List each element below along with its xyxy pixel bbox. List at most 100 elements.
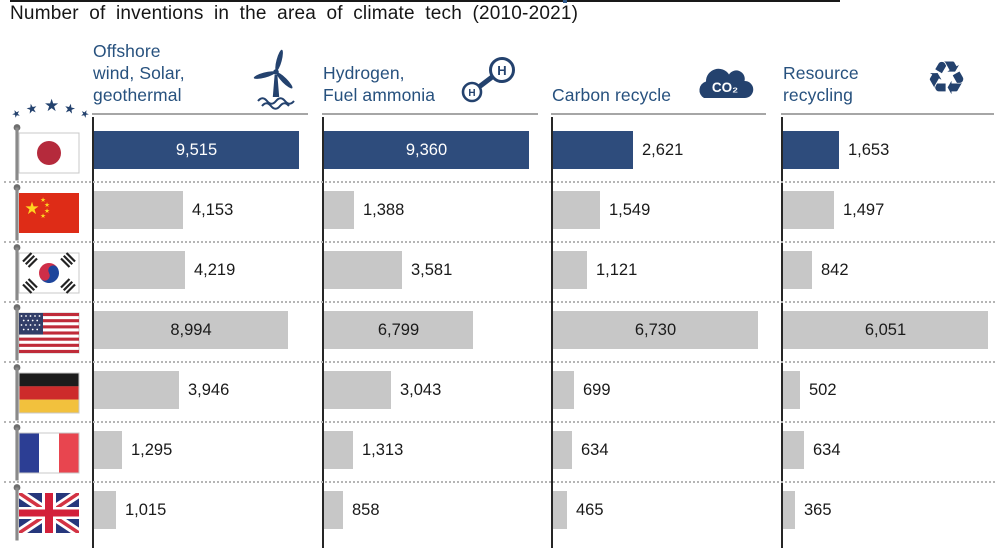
bar-value: 2,621 [642,141,684,159]
header-carbon-recycle: Carbon recycle [552,85,672,105]
header-resource-recycling: Resource recycling [783,63,859,105]
bar-value: 6,051 [864,321,907,339]
bar [94,131,299,169]
flag-china-icon: ★ ★ ★ ★ ★ [13,184,79,241]
chart-title: Number of inventions in the area of clim… [10,3,579,24]
flag-japan-icon [13,124,80,181]
column-offshore-wind-solar-geothermal: 9,515 4,153 4,219 8,994 3,946 1,295 1,01… [94,121,310,541]
bar-france-offshore: 1,295 [94,421,310,481]
bar [324,371,391,409]
bar [553,191,600,229]
header-underline [92,113,308,115]
flag-south-korea-icon [13,244,80,301]
bar-uk-carbon: 465 [553,481,769,541]
row-separator [4,241,995,243]
row-separator [4,181,995,183]
header-offshore-wind-solar-geothermal: Offshore wind, Solar, geothermal [93,41,185,105]
header-underline [322,113,538,115]
star-icon: ★ [78,107,91,122]
bar-france-resource: 634 [783,421,999,481]
bar-germany-carbon: 699 [553,361,769,421]
bar [94,491,116,529]
bar [94,251,185,289]
bar-value: 634 [813,441,841,459]
bar-china-resource: 1,497 [783,181,999,241]
bar-value: 1,549 [609,201,651,219]
bar-usa-hydrogen: 6,799 [324,301,540,361]
bar-value: 502 [809,381,837,399]
h-atom-small-label: H [468,88,475,99]
bar [553,491,567,529]
bar [324,431,353,469]
bar [94,371,179,409]
bar-japan-carbon: 2,621 [553,121,769,181]
bar-germany-hydrogen: 3,043 [324,361,540,421]
bar-value: 842 [821,261,849,279]
column-axis [322,117,324,548]
bar [783,191,834,229]
column-carbon-recycle: 2,621 1,549 1,121 6,730 699 634 465 [553,121,769,541]
bar-value: 1,015 [125,501,167,519]
bar-value: 3,581 [411,261,453,279]
rank-stars-decoration: ★ ★ ★ ★ ★ [4,96,91,122]
bar-value: 4,153 [192,201,234,219]
bar [553,311,758,349]
svg-text:★: ★ [40,196,46,204]
row-separator [4,301,995,303]
bar-value: 8,994 [170,321,212,339]
bar-usa-offshore: 8,994 [94,301,310,361]
bar-japan-resource: 1,653 [783,121,999,181]
row-separator [4,361,995,363]
row-separator [4,421,995,423]
bar-uk-resource: 365 [783,481,999,541]
bar-china-offshore: 4,153 [94,181,310,241]
bar [783,131,839,169]
bar-value: 6,730 [634,321,677,339]
bar-south-korea-resource: 842 [783,241,999,301]
bar-value: 858 [352,501,380,519]
bar-value: 9,360 [405,141,448,159]
co2-label: CO₂ [712,80,738,95]
column-axis [551,117,553,548]
column-axis [92,117,94,548]
bar-france-carbon: 634 [553,421,769,481]
header-hydrogen-fuel-ammonia: Hydrogen, Fuel ammonia [323,63,436,105]
header-underline [551,113,766,115]
bar-value: 4,219 [194,261,236,279]
wind-turbine-icon [253,49,295,110]
star-icon: ★ [24,99,39,118]
bar [553,251,587,289]
bar [324,491,343,529]
bar [324,191,354,229]
bar-value: 1,295 [131,441,173,459]
row-separator [4,481,995,483]
bar-value: 699 [583,381,611,399]
bar-germany-offshore: 3,946 [94,361,310,421]
flag-germany-icon [13,364,80,421]
bar-value: 1,497 [843,201,885,219]
header-underline [781,113,994,115]
bar-germany-resource: 502 [783,361,999,421]
bar-south-korea-hydrogen: 3,581 [324,241,540,301]
top-crop-line [10,0,840,2]
svg-text:★: ★ [44,201,50,209]
svg-text:★: ★ [40,212,46,220]
column-hydrogen-fuel-ammonia: 9,360 1,388 3,581 6,799 3,043 1,313 858 [324,121,540,541]
star-icon: ★ [44,96,60,115]
h-atom-large-label: H [497,63,506,78]
svg-text:★: ★ [44,207,50,215]
bar-japan-hydrogen: 9,360 [324,121,540,181]
bar [324,311,473,349]
bar-south-korea-carbon: 1,121 [553,241,769,301]
flag-uk-icon [13,484,79,541]
column-resource-recycling: 1,653 1,497 842 6,051 502 634 365 [783,121,999,541]
bar [553,131,633,169]
bar-value: 1,388 [363,201,405,219]
top-crop-tick [563,0,567,3]
bar-value: 3,946 [188,381,230,399]
bar-south-korea-offshore: 4,219 [94,241,310,301]
bar-value: 365 [804,501,832,519]
star-icon: ★ [62,99,78,118]
bar [783,371,800,409]
